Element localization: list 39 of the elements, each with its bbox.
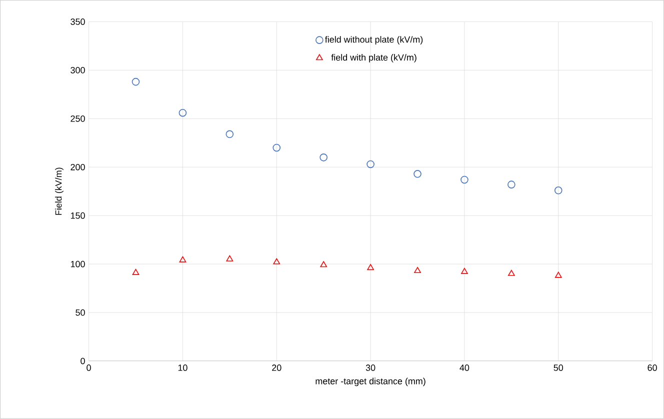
y-tick-label: 0 [80, 358, 85, 364]
point [320, 261, 328, 268]
point [273, 258, 280, 264]
point [414, 267, 421, 274]
point [460, 176, 468, 184]
point [320, 154, 328, 162]
y-tick-label: 100 [70, 260, 85, 268]
y-tick-label: 50 [76, 309, 85, 316]
x-tick-label: 50 [554, 364, 564, 372]
y-tick-label: 250 [70, 116, 85, 122]
point [132, 78, 140, 86]
y-tick-label: 150 [70, 212, 85, 219]
point [226, 255, 234, 262]
x-tick-label: 60 [648, 364, 657, 372]
x-tick-label: 10 [178, 364, 188, 372]
point [554, 186, 562, 194]
point [179, 256, 186, 262]
x-axis-title: meter -target distance (mm) [316, 378, 426, 386]
legend-label: field with plate (kV/m) [331, 54, 416, 63]
y-tick-label: 350 [70, 18, 85, 25]
y-tick-label: 300 [70, 67, 85, 74]
x-tick-label: 30 [366, 364, 376, 372]
x-tick-label: 20 [272, 364, 282, 372]
point [132, 269, 140, 276]
legend-label: field without plate (kV/m) [325, 36, 423, 45]
y-tick-label: 200 [70, 164, 85, 170]
point [461, 268, 468, 274]
y-axis-title: Field (kV/m) [55, 168, 64, 215]
point [366, 160, 374, 168]
point [178, 109, 187, 117]
point [272, 144, 281, 152]
x-tick-label: 40 [460, 364, 470, 372]
point [367, 264, 374, 270]
x-tick-label: 0 [86, 364, 91, 372]
point [554, 272, 562, 278]
point [226, 130, 234, 138]
point [508, 270, 515, 276]
point [508, 180, 516, 189]
point [414, 170, 422, 178]
